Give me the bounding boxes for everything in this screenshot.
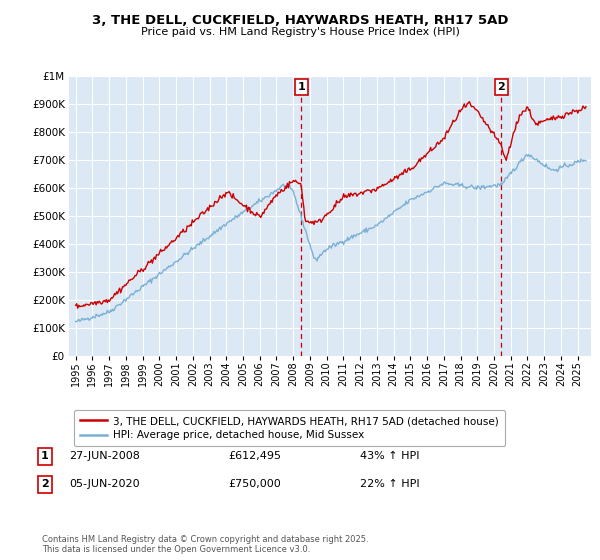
Text: 2: 2 [41, 479, 49, 489]
Text: 2: 2 [497, 82, 505, 92]
Legend: 3, THE DELL, CUCKFIELD, HAYWARDS HEATH, RH17 5AD (detached house), HPI: Average : 3, THE DELL, CUCKFIELD, HAYWARDS HEATH, … [74, 410, 505, 446]
Text: Price paid vs. HM Land Registry's House Price Index (HPI): Price paid vs. HM Land Registry's House … [140, 27, 460, 37]
Text: 3, THE DELL, CUCKFIELD, HAYWARDS HEATH, RH17 5AD: 3, THE DELL, CUCKFIELD, HAYWARDS HEATH, … [92, 14, 508, 27]
Text: 1: 1 [298, 82, 305, 92]
Text: 43% ↑ HPI: 43% ↑ HPI [360, 451, 419, 461]
Text: £750,000: £750,000 [228, 479, 281, 489]
Text: 1: 1 [41, 451, 49, 461]
Text: 22% ↑ HPI: 22% ↑ HPI [360, 479, 419, 489]
Text: 05-JUN-2020: 05-JUN-2020 [69, 479, 140, 489]
Text: £612,495: £612,495 [228, 451, 281, 461]
Text: Contains HM Land Registry data © Crown copyright and database right 2025.
This d: Contains HM Land Registry data © Crown c… [42, 535, 368, 554]
Text: 27-JUN-2008: 27-JUN-2008 [69, 451, 140, 461]
